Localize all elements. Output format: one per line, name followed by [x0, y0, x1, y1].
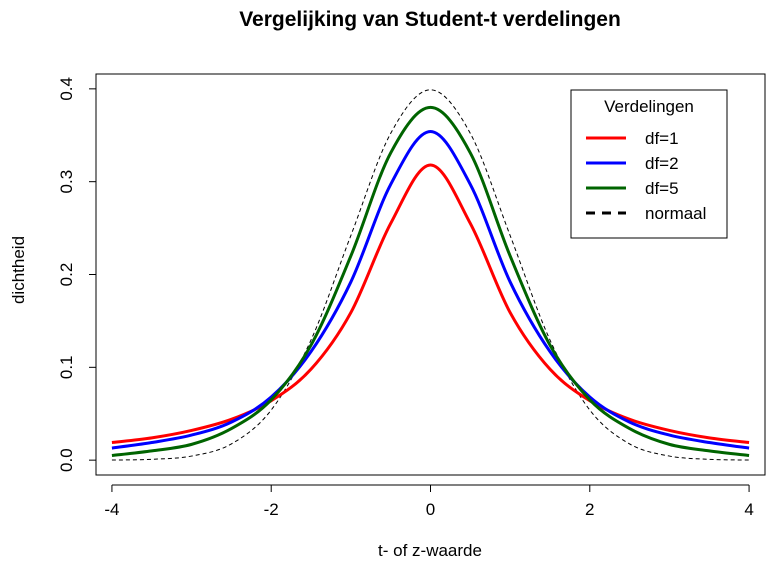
- x-tick-label: 0: [426, 500, 435, 519]
- legend-entry-label: df=2: [645, 154, 679, 173]
- y-tick-label: 0.4: [57, 77, 76, 101]
- x-tick-label: 2: [585, 500, 594, 519]
- legend-entry-label: df=5: [645, 179, 679, 198]
- series-line-df-2: [111, 130, 750, 450]
- x-tick-label: -2: [264, 500, 279, 519]
- series-line-df-5: [111, 105, 750, 457]
- y-tick-label: 0.1: [57, 356, 76, 380]
- chart-title: Vergelijking van Student-t verdelingen: [239, 8, 621, 31]
- legend: Verdelingen df=1 df=2 df=5 normaal: [570, 89, 728, 239]
- y-axis: 0.0 0.1 0.2 0.3 0.4: [57, 77, 97, 472]
- legend-entry-label: normaal: [645, 204, 706, 223]
- legend-entry-label: df=1: [645, 129, 679, 148]
- x-tick-label: 4: [744, 500, 753, 519]
- y-axis-label: dichtheid: [9, 236, 28, 304]
- y-tick-label: 0.2: [57, 263, 76, 287]
- series-line-df-1: [111, 163, 750, 445]
- y-tick-label: 0.3: [57, 170, 76, 194]
- series-line-normaal: [111, 89, 750, 461]
- x-axis: -4 -2 0 2 4: [104, 484, 754, 519]
- x-axis-label: t- of z-waarde: [378, 541, 482, 560]
- legend-entries: df=1 df=2 df=5 normaal: [586, 129, 706, 223]
- legend-title: Verdelingen: [604, 97, 694, 116]
- x-tick-label: -4: [104, 500, 119, 519]
- y-tick-label: 0.0: [57, 448, 76, 472]
- series-layer: [111, 89, 750, 461]
